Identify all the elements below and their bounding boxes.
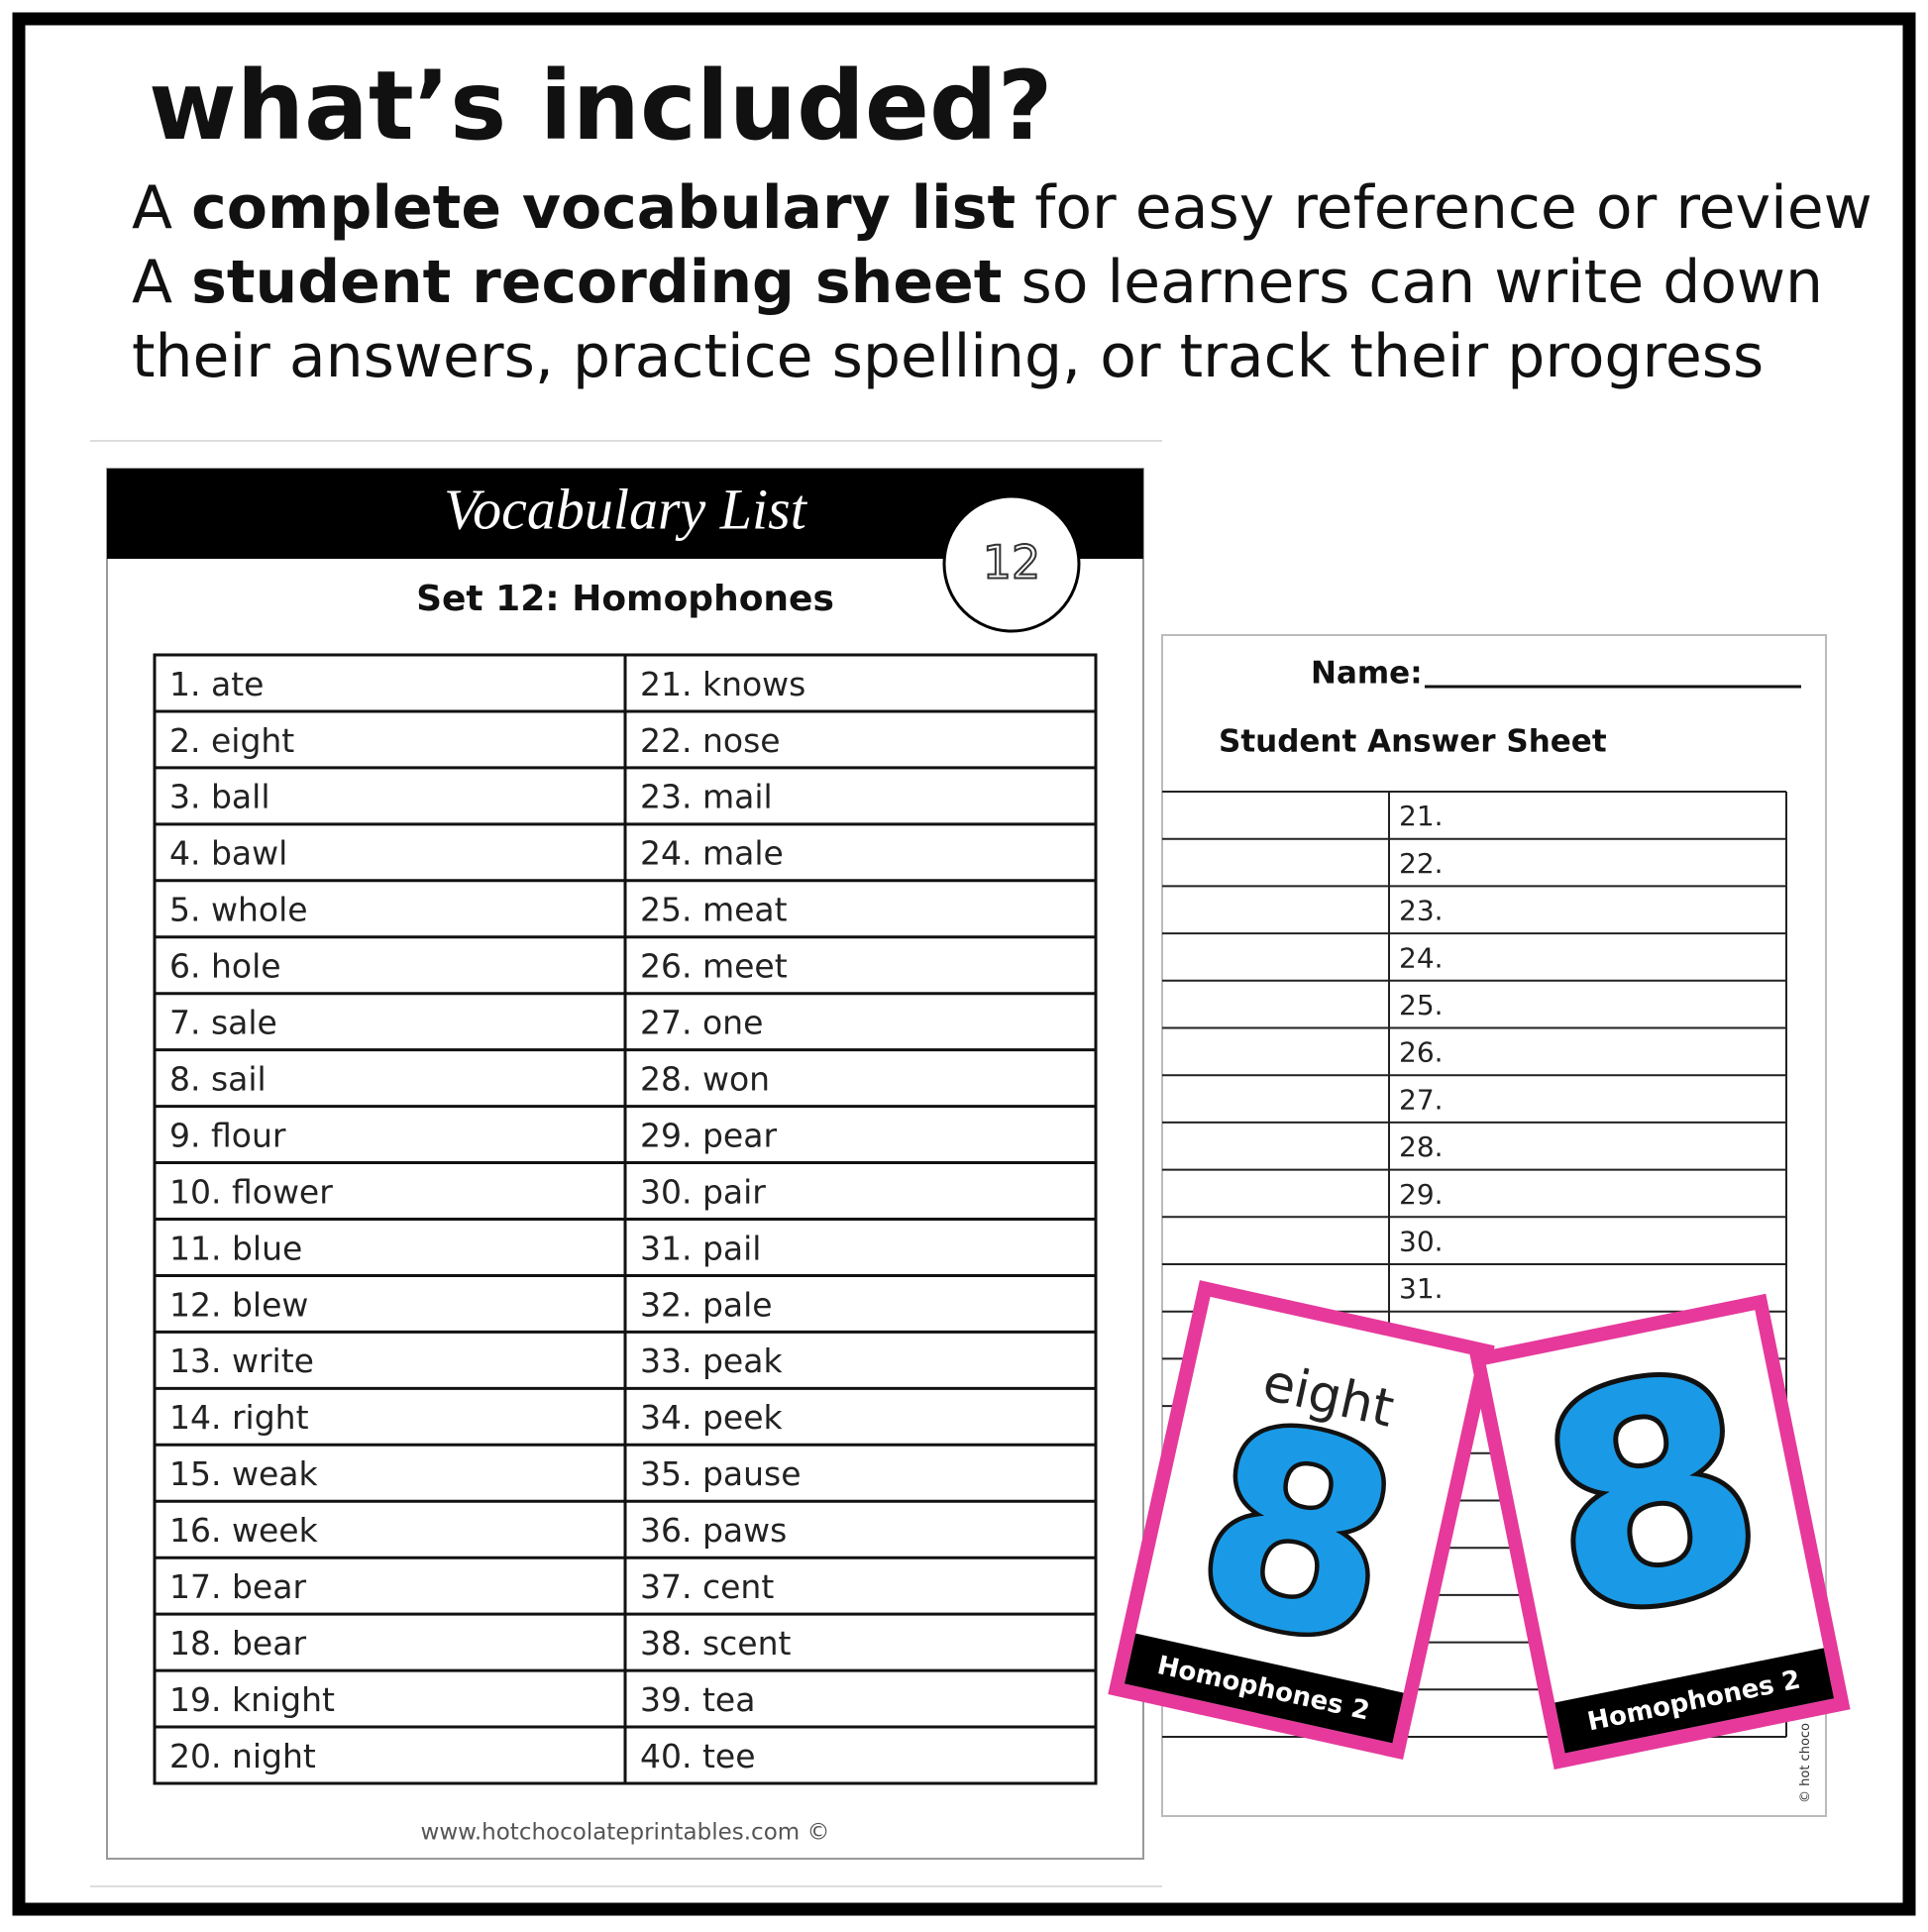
vocab-entry: 14. right <box>169 1398 309 1437</box>
description-line: their answers, practice spelling, or tra… <box>132 322 1764 391</box>
vocab-entry: 34. peek <box>640 1398 784 1437</box>
row-number: 29. <box>1399 1178 1444 1211</box>
card-band <box>1554 1648 1835 1754</box>
vocab-entry: 7. sale <box>169 1004 277 1042</box>
vocab-entry: 35. pause <box>640 1454 802 1493</box>
vocab-entry: 33. peak <box>640 1342 783 1380</box>
vocab-entry: 36. paws <box>640 1511 787 1550</box>
row-number: 22. <box>1399 847 1444 880</box>
sheet-title: Vocabulary List <box>444 477 808 541</box>
vocab-entry: 5. whole <box>169 891 308 929</box>
vocab-entry: 6. hole <box>169 947 281 986</box>
vocab-entry: 9. flour <box>169 1116 286 1154</box>
row-number: 25. <box>1399 989 1444 1021</box>
vocab-entry: 29. pear <box>640 1116 777 1154</box>
vocab-entry: 17. bear <box>169 1567 306 1606</box>
vocab-entry: 21. knows <box>640 665 805 703</box>
vocab-entry: 24. male <box>640 834 784 873</box>
row-number: 27. <box>1399 1083 1444 1116</box>
vocab-entry: 1. ate <box>169 665 264 703</box>
row-number: 23. <box>1399 895 1444 927</box>
vocab-entry: 20. night <box>169 1737 316 1775</box>
vocab-entry: 15. weak <box>169 1454 318 1493</box>
sheet-title: Student Answer Sheet <box>1219 724 1607 760</box>
vocab-sheet: Vocabulary List 12 Set 12: Homophones ww… <box>106 468 1144 1860</box>
vocab-entry: 3. ball <box>169 778 269 816</box>
vocab-entry: 11. blue <box>169 1229 302 1267</box>
vocab-entry: 23. mail <box>640 778 773 816</box>
badge-number: 12 <box>983 536 1041 590</box>
card-face <box>1485 1310 1835 1754</box>
text: for easy reference or review <box>1016 173 1873 243</box>
vocab-entry: 8. sail <box>169 1059 267 1098</box>
row-number: 30. <box>1399 1226 1444 1258</box>
description-line: A student recording sheet so learners ca… <box>132 248 1823 317</box>
row-number: 26. <box>1399 1036 1444 1069</box>
bold-text: complete vocabulary list <box>191 173 1016 243</box>
vocab-entry: 18. bear <box>169 1624 306 1663</box>
flash-card: 8 Homophones 2 <box>1469 1293 1851 1771</box>
subtitle: Set 12: Homophones <box>416 579 834 619</box>
vocab-entry: 26. meet <box>640 947 788 986</box>
vocab-entry: 39. tea <box>640 1680 755 1719</box>
badge <box>942 494 1081 633</box>
page-title: what’s included? <box>149 51 1052 161</box>
vocab-entry: 12. blew <box>169 1285 308 1324</box>
vocab-entry: 25. meat <box>640 891 788 929</box>
vocab-entry: 30. pair <box>640 1172 766 1211</box>
side-credit: © hot choco <box>1798 1723 1813 1803</box>
vocab-entry: 22. nose <box>640 721 781 760</box>
vocab-entry: 37. cent <box>640 1567 774 1606</box>
vocab-entry: 27. one <box>640 1004 763 1042</box>
row-number: 24. <box>1399 941 1444 974</box>
vocab-entry: 2. eight <box>169 721 294 760</box>
vocab-entry: 38. scent <box>640 1624 792 1663</box>
vocab-entry: 4. bawl <box>169 834 287 873</box>
card-face <box>1124 1296 1478 1744</box>
bold-text: student recording sheet <box>191 248 1002 317</box>
vocab-entry: 19. knight <box>169 1680 335 1719</box>
vocab-entry: 16. week <box>169 1511 319 1550</box>
vocab-entry: 32. pale <box>640 1285 773 1324</box>
row-number: 21. <box>1399 800 1444 832</box>
text: so learners can write down <box>1002 248 1823 317</box>
text: A <box>132 248 191 317</box>
vocab-entry: 28. won <box>640 1059 770 1098</box>
vocab-entry: 31. pail <box>640 1229 761 1267</box>
row-number: 28. <box>1399 1130 1444 1163</box>
vocab-entry: 13. write <box>169 1342 314 1380</box>
frame <box>12 12 1916 1916</box>
footer-url: www.hotchocolateprintables.com © <box>421 1820 830 1846</box>
row-number: 31. <box>1399 1272 1444 1305</box>
flash-card: eight 8 Homophones 2 <box>1108 1280 1495 1761</box>
vocab-entry: 40. tee <box>640 1737 756 1775</box>
vocab-entry: 10. flower <box>169 1172 333 1211</box>
text: A <box>132 173 191 243</box>
name-label: Name: <box>1311 656 1423 692</box>
description-line: A complete vocabulary list for easy refe… <box>132 173 1873 243</box>
card-band <box>1124 1633 1404 1744</box>
